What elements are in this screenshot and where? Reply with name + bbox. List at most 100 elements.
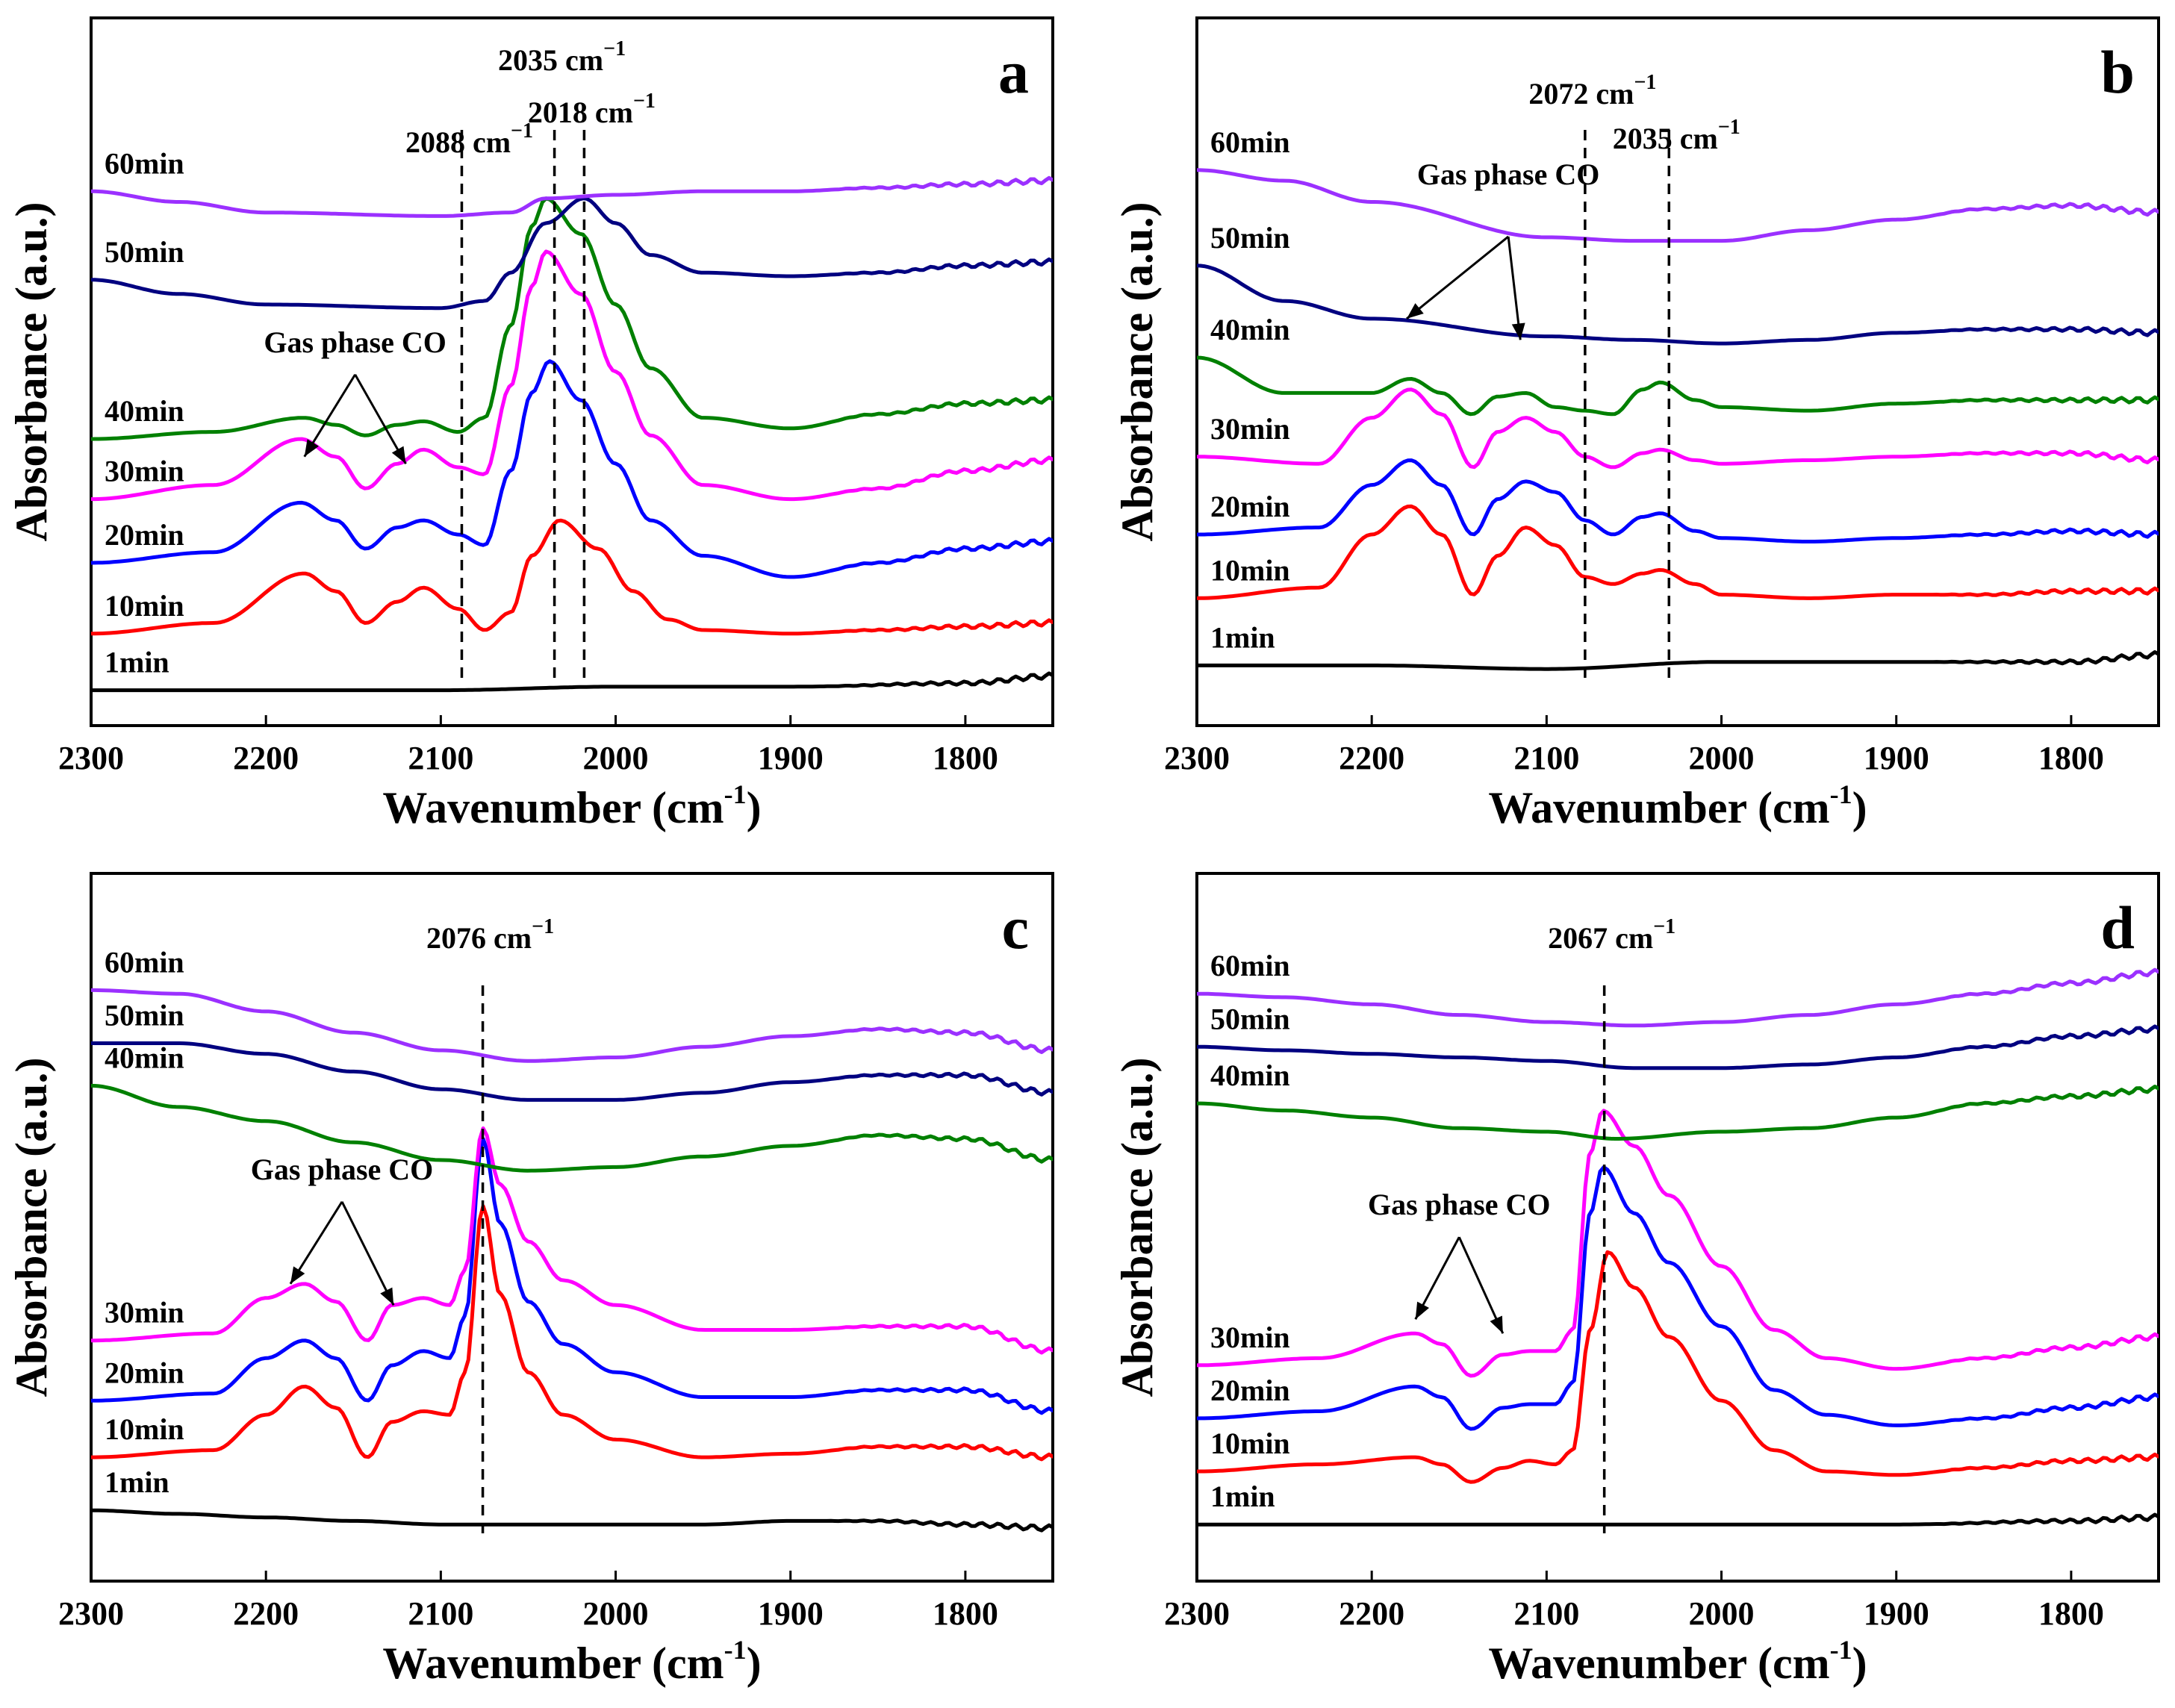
panel-letter: a <box>998 38 1029 106</box>
series-1min <box>1197 1512 2159 1527</box>
y-axis-title: Absorbance (a.u.) <box>7 202 56 541</box>
series-label-20min: 20min <box>105 1356 184 1389</box>
series-label-10min: 10min <box>105 1412 184 1446</box>
series-label-60min: 60min <box>1210 949 1290 982</box>
series-1min <box>91 671 1053 693</box>
x-tick-label: 1800 <box>2038 1595 2104 1632</box>
series-50min <box>91 196 1053 311</box>
gas-phase-co-label: Gas phase CO <box>251 1153 434 1186</box>
series-10min <box>1197 504 2159 600</box>
series-label-1min: 1min <box>1210 620 1275 654</box>
peak-label: 2072 cm−1 <box>1528 71 1656 110</box>
x-tick-label: 2000 <box>583 1595 649 1632</box>
peak-label: 2035 cm−1 <box>498 37 626 77</box>
series-label-60min: 60min <box>1210 125 1290 159</box>
x-tick-label: 1900 <box>1864 740 1929 776</box>
x-tick-label: 1800 <box>933 740 998 776</box>
annotation-arrow <box>1406 235 1510 320</box>
annotation-arrow <box>1507 236 1522 340</box>
series-label-50min: 50min <box>1210 1002 1290 1035</box>
x-tick-label: 2200 <box>1339 740 1404 776</box>
x-tick-label: 1800 <box>2038 740 2104 776</box>
x-tick-label: 2200 <box>233 1595 299 1632</box>
x-tick-label: 2300 <box>1164 740 1230 776</box>
x-tick-label: 2300 <box>1164 1595 1230 1632</box>
plot-frame <box>1195 16 2160 727</box>
x-axis-title: Wavenumber (cm-1) <box>1488 779 1867 832</box>
y-axis-title: Absorbance (a.u.) <box>1113 202 1162 541</box>
arrow-head <box>1407 303 1424 319</box>
y-axis-title: Absorbance (a.u.) <box>7 1057 56 1397</box>
peak-label: 2018 cm−1 <box>528 90 656 129</box>
series-10min <box>91 518 1053 636</box>
x-tick-label: 2000 <box>583 740 649 776</box>
series-1min <box>91 1508 1053 1533</box>
series-40min <box>1197 355 2159 417</box>
series-20min <box>1197 458 2159 543</box>
panel-letter: b <box>2100 38 2135 106</box>
panel-letter: c <box>1002 894 1029 961</box>
series-40min <box>91 1083 1053 1173</box>
arrow-head <box>391 446 406 464</box>
annotation-arrow <box>340 1201 395 1306</box>
x-tick-label: 1900 <box>1864 1595 1929 1632</box>
x-tick-label: 2300 <box>58 1595 124 1632</box>
x-axis-title: Wavenumber (cm-1) <box>382 779 761 832</box>
gas-phase-co-label: Gas phase CO <box>1417 158 1600 191</box>
series-label-40min: 40min <box>1210 1059 1290 1092</box>
series-label-50min: 50min <box>1210 221 1290 255</box>
series-50min <box>1197 1024 2159 1070</box>
series-60min <box>1197 967 2159 1028</box>
x-tick-label: 2100 <box>408 740 473 776</box>
series-label-50min: 50min <box>105 999 184 1032</box>
series-label-1min: 1min <box>105 646 169 679</box>
peak-label: 2076 cm−1 <box>426 915 554 955</box>
series-30min <box>91 249 1053 502</box>
series-10min <box>1197 1250 2159 1484</box>
series-30min <box>1197 387 2159 470</box>
peak-label: 2067 cm−1 <box>1548 915 1675 955</box>
arrow-head <box>380 1287 394 1306</box>
y-axis-title: Absorbance (a.u.) <box>1113 1057 1162 1397</box>
x-tick-label: 1900 <box>758 1595 824 1632</box>
arrow-head <box>304 439 319 457</box>
series-label-60min: 60min <box>105 146 184 180</box>
series-label-30min: 30min <box>1210 1321 1290 1354</box>
series-30min <box>91 1126 1053 1355</box>
series-label-1min: 1min <box>105 1465 169 1499</box>
series-label-20min: 20min <box>105 518 184 552</box>
series-label-30min: 30min <box>105 1296 184 1330</box>
series-label-40min: 40min <box>105 394 184 428</box>
series-label-40min: 40min <box>1210 313 1290 346</box>
x-tick-label: 2200 <box>233 740 299 776</box>
gas-phase-co-label: Gas phase CO <box>264 325 446 359</box>
annotation-arrow <box>1457 1236 1505 1334</box>
arrow-head <box>1511 322 1525 340</box>
series-label-40min: 40min <box>105 1041 184 1074</box>
series-1min <box>1197 650 2159 671</box>
series-label-1min: 1min <box>1210 1480 1275 1513</box>
series-60min <box>91 175 1053 218</box>
gas-phase-co-label: Gas phase CO <box>1368 1188 1551 1221</box>
series-20min <box>91 359 1053 579</box>
series-50min <box>91 1041 1053 1102</box>
series-label-10min: 10min <box>1210 553 1290 587</box>
plot-frame <box>90 872 1054 1583</box>
series-60min <box>1197 168 2159 243</box>
series-label-30min: 30min <box>1210 412 1290 446</box>
panel-d: 2300 2200 2100 2000 1900 1800 Wavenumber (cm-1… <box>1113 872 2160 1688</box>
x-tick-label: 2000 <box>1689 1595 1755 1632</box>
x-tick-label: 1900 <box>758 740 824 776</box>
series-label-20min: 20min <box>1210 1374 1290 1407</box>
series-label-10min: 10min <box>105 589 184 623</box>
annotation-arrow <box>354 374 407 464</box>
series-40min <box>1197 1085 2159 1141</box>
series-label-30min: 30min <box>105 455 184 488</box>
series-label-60min: 60min <box>105 945 184 979</box>
x-tick-label: 2100 <box>408 1595 473 1632</box>
x-tick-label: 2100 <box>1513 740 1579 776</box>
panel-a: 2300 2200 2100 2000 1900 1800 Wavenumber (cm-1… <box>7 16 1054 832</box>
series-40min <box>91 196 1053 441</box>
x-tick-label: 2000 <box>1689 740 1755 776</box>
